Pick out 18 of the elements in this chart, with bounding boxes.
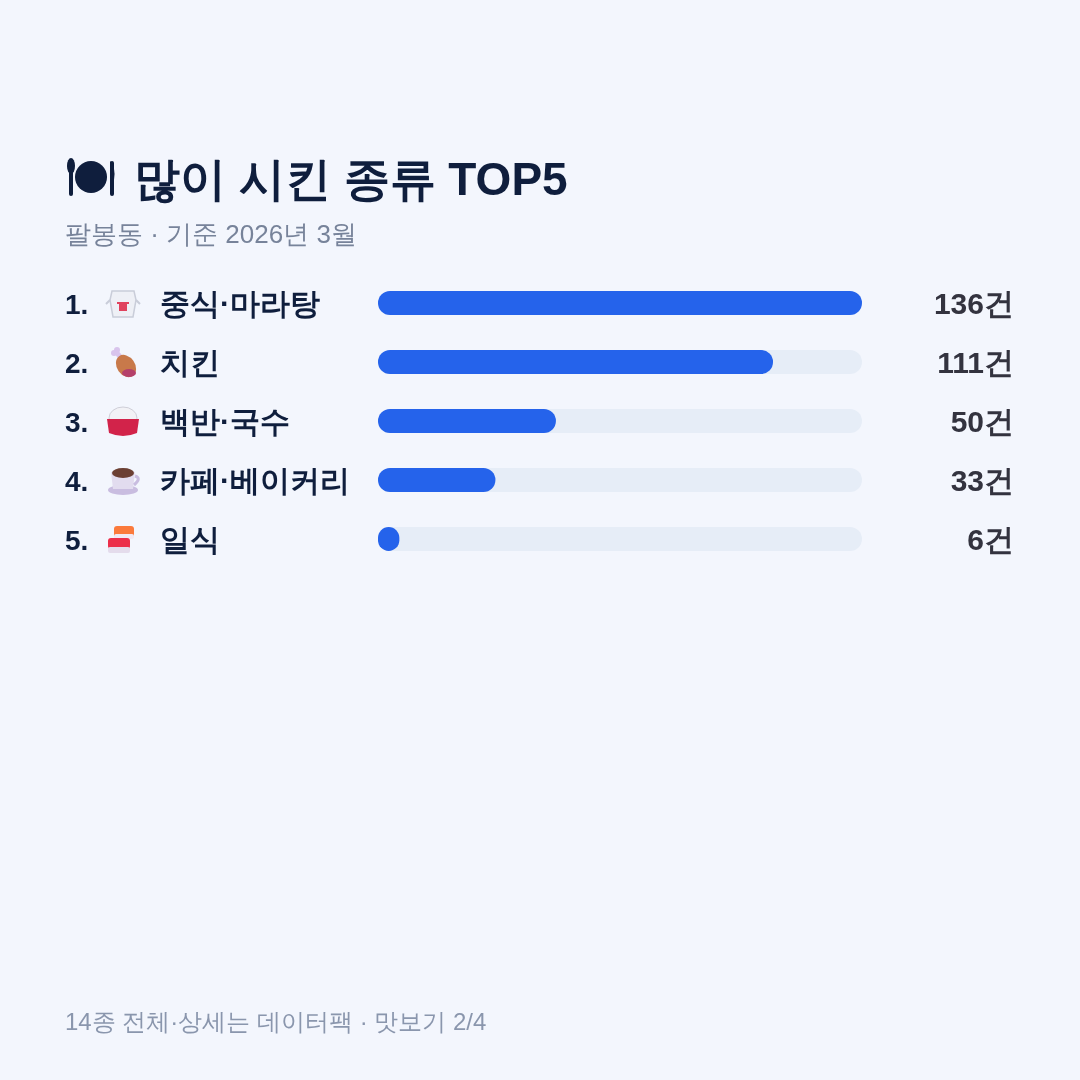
data-label: 50건: [950, 405, 1014, 438]
data-label: 33건: [950, 464, 1014, 497]
data-label: 111건: [937, 346, 1014, 379]
text: 14종 전체·상세는 데이터팩 · 맛보기 2/4: [65, 1008, 487, 1035]
y-tick-label: 중식·마라탕: [160, 287, 320, 320]
text: 5.: [65, 525, 89, 556]
y-tick-label: 백반·국수: [160, 405, 290, 438]
text: 2.: [65, 348, 89, 379]
text: 4.: [65, 466, 89, 497]
data-label: 136건: [933, 287, 1014, 320]
y-tick-label: 일식: [160, 523, 220, 556]
text: 3.: [65, 407, 89, 438]
y-tick-label: 카페·베이커리: [160, 464, 350, 497]
text: 1.: [65, 289, 89, 320]
data-label: 6건: [967, 523, 1014, 556]
y-tick-label: 치킨: [160, 346, 220, 379]
chart-title: 많이 시킨 종류 TOP5: [134, 153, 568, 205]
chart-subtitle: 팔봉동 · 기준 2026년 3월: [65, 219, 357, 249]
